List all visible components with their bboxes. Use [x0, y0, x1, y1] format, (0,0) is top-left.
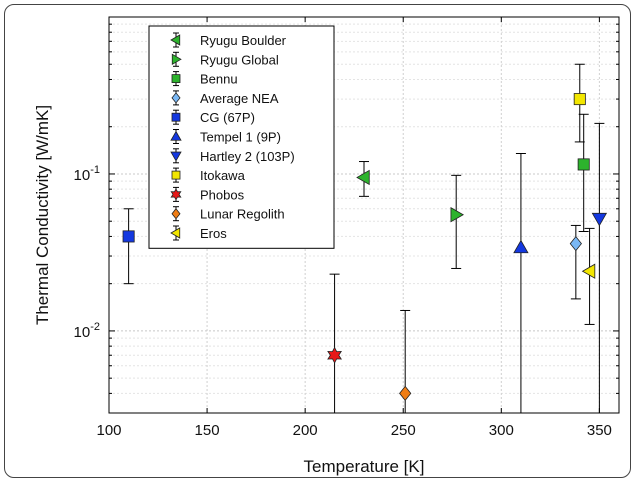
- legend-entry: Lunar Regolith: [171, 206, 285, 222]
- legend-marker: [170, 227, 181, 239]
- legend-marker: [171, 92, 181, 104]
- legend-label: Tempel 1 (9P): [200, 130, 281, 145]
- legend-label: Hartley 2 (103P): [200, 149, 295, 164]
- legend-marker: [171, 170, 181, 180]
- data-point: [591, 212, 608, 227]
- y-axis-label: Thermal Conductivity [W/mK]: [33, 105, 52, 325]
- legend-label: Phobos: [200, 187, 245, 202]
- data-layer: [122, 63, 608, 414]
- legend-label: Ryugu Boulder: [200, 33, 287, 48]
- legend-entry: Ryugu Global: [171, 51, 279, 67]
- x-tick-label: 300: [489, 422, 514, 439]
- legend-marker: [171, 74, 181, 83]
- legend-label: Ryugu Global: [200, 52, 279, 67]
- x-axis-label: Temperature [K]: [304, 457, 425, 476]
- series-average-nea: [569, 224, 582, 300]
- legend-entry: Itokawa: [171, 167, 246, 183]
- data-point: [399, 385, 412, 402]
- legend-entry: Hartley 2 (103P): [170, 148, 295, 164]
- legend-entry: Eros: [170, 225, 227, 241]
- data-point: [122, 230, 135, 243]
- series-bennu: [577, 113, 590, 232]
- legend-entry: Ryugu Boulder: [170, 32, 287, 48]
- legend-entry: CG (67P): [171, 109, 255, 125]
- legend-marker: [170, 188, 182, 201]
- data-point: [450, 207, 464, 223]
- legend-marker: [171, 208, 181, 220]
- legend-label: Bennu: [200, 72, 238, 87]
- x-tick-label: 150: [195, 422, 220, 439]
- legend-label: Eros: [200, 226, 227, 241]
- legend-entry: Phobos: [170, 186, 245, 202]
- legend-label: Itokawa: [200, 168, 246, 183]
- y-tick-label: 10-2: [74, 321, 100, 341]
- data-point: [356, 169, 370, 186]
- x-tick-label: 350: [587, 422, 612, 439]
- y-tick-label: 10-1: [74, 164, 100, 184]
- legend-entry: Bennu: [171, 71, 238, 87]
- tick-labels: 100 150 200 250 300 350 10-2 10-1: [74, 164, 612, 439]
- axis-ticks: [108, 17, 619, 414]
- legend-label: Average NEA: [200, 91, 279, 106]
- legend-marker: [171, 112, 181, 122]
- legend-label: CG (67P): [200, 110, 255, 125]
- series-ryugu-global: [450, 174, 464, 269]
- series-cg-67p: [122, 208, 135, 285]
- plot-area-border: [108, 16, 620, 414]
- data-point: [577, 158, 590, 171]
- series-ryugu-boulder: [356, 161, 370, 197]
- x-tick-label: 250: [391, 422, 416, 439]
- series-eros: [581, 227, 596, 325]
- figure-frame: [4, 4, 631, 478]
- data-point: [513, 239, 529, 254]
- legend-entry: Average NEA: [171, 90, 279, 106]
- series-itokawa: [573, 63, 586, 143]
- legend-entry: Tempel 1 (9P): [170, 129, 281, 145]
- legend-marker: [170, 34, 181, 46]
- data-point: [573, 93, 586, 106]
- legend-label: Lunar Regolith: [200, 207, 285, 222]
- legend-marker: [170, 151, 182, 162]
- series-phobos: [327, 273, 342, 414]
- series-lunar-regolith: [399, 309, 412, 414]
- data-point: [327, 346, 342, 364]
- data-point: [569, 235, 582, 252]
- legend-marker: [171, 53, 182, 65]
- legend-box: [148, 25, 335, 249]
- legend: Ryugu Boulder Ryugu Global Bennu Average NE…: [148, 25, 335, 249]
- data-point: [581, 263, 596, 279]
- legend-marker: [170, 130, 182, 141]
- x-tick-label: 200: [293, 422, 318, 439]
- x-tick-label: 100: [96, 422, 121, 439]
